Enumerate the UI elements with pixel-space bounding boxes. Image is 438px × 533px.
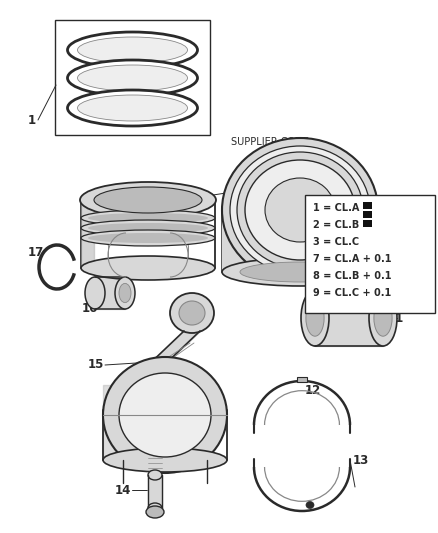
Ellipse shape [81,220,215,236]
Text: 2 = CL.B: 2 = CL.B [313,220,359,230]
Text: 14: 14 [115,483,131,497]
Ellipse shape [85,277,105,309]
Bar [363,211,372,218]
Ellipse shape [103,357,227,473]
Text: 11: 11 [388,311,404,325]
Text: 1 = CL.A: 1 = CL.A [313,203,359,213]
Ellipse shape [88,223,208,233]
Ellipse shape [148,503,162,513]
Ellipse shape [88,233,208,243]
Ellipse shape [81,256,215,280]
Ellipse shape [103,448,227,472]
Text: 12: 12 [305,384,321,397]
Ellipse shape [222,138,378,282]
Ellipse shape [245,160,355,260]
Ellipse shape [306,300,324,336]
Text: 15: 15 [88,359,104,372]
Ellipse shape [369,290,397,346]
Ellipse shape [81,210,215,226]
Ellipse shape [374,300,392,336]
Text: 1: 1 [28,114,36,126]
Ellipse shape [80,182,216,218]
Ellipse shape [78,65,187,91]
Ellipse shape [170,293,214,333]
Ellipse shape [115,277,135,309]
Text: CLASS CODE: CLASS CODE [314,322,376,332]
Ellipse shape [240,262,360,282]
Text: 13: 13 [353,454,369,466]
Ellipse shape [88,213,208,223]
Ellipse shape [119,373,211,457]
Bar [297,377,307,382]
Bar [55,20,210,135]
Ellipse shape [301,290,329,346]
Ellipse shape [230,146,370,274]
Ellipse shape [67,90,198,126]
Text: 7 = CL.A + 0.1: 7 = CL.A + 0.1 [313,254,392,264]
Ellipse shape [81,230,215,246]
Ellipse shape [148,470,162,480]
Bar [363,202,372,209]
Ellipse shape [78,37,187,63]
Ellipse shape [222,258,378,286]
Ellipse shape [146,506,164,518]
Bar [305,195,435,313]
Ellipse shape [179,301,205,325]
Text: 3 = CL.C: 3 = CL.C [313,237,359,247]
Text: 17: 17 [28,246,44,259]
Ellipse shape [306,502,314,508]
Bar [363,220,372,227]
Ellipse shape [78,95,187,121]
Ellipse shape [119,284,131,303]
Ellipse shape [67,32,198,68]
Ellipse shape [265,178,335,242]
Ellipse shape [237,152,363,268]
Text: 16: 16 [82,302,99,314]
Text: 9 = CL.C + 0.1: 9 = CL.C + 0.1 [313,288,391,298]
Text: SUPPLIER CODE: SUPPLIER CODE [231,137,309,147]
Text: 8 = CL.B + 0.1: 8 = CL.B + 0.1 [313,271,392,281]
Ellipse shape [94,187,202,213]
Text: 4: 4 [230,183,238,197]
Ellipse shape [67,60,198,96]
